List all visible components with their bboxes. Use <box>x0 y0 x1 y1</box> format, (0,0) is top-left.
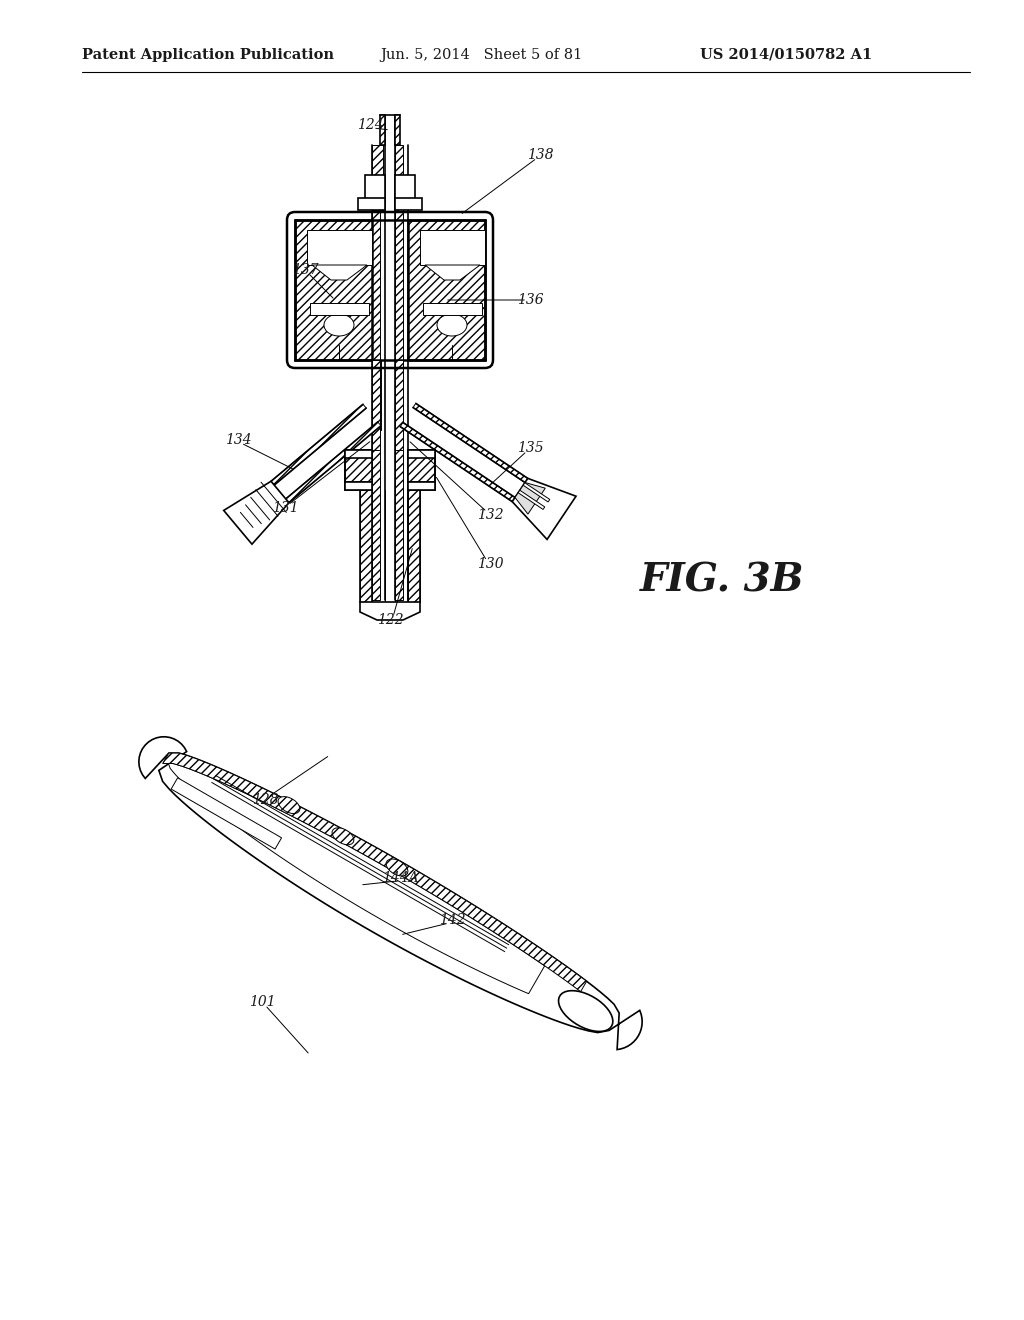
Text: 132: 132 <box>477 508 504 521</box>
Polygon shape <box>163 754 587 991</box>
Text: 135: 135 <box>517 441 544 455</box>
Polygon shape <box>372 360 381 430</box>
Text: Patent Application Publication: Patent Application Publication <box>82 48 334 62</box>
Bar <box>408 451 435 482</box>
Bar <box>395 115 400 145</box>
Bar <box>420 230 485 265</box>
Polygon shape <box>286 422 381 503</box>
Polygon shape <box>413 404 527 483</box>
Polygon shape <box>558 990 612 1031</box>
Text: 134: 134 <box>224 433 251 447</box>
Polygon shape <box>386 859 408 876</box>
Bar <box>372 360 380 450</box>
Bar <box>395 145 403 601</box>
Text: 101: 101 <box>249 995 275 1008</box>
Polygon shape <box>425 265 480 280</box>
Text: FIG. 3B: FIG. 3B <box>640 561 805 599</box>
Text: 144A: 144A <box>382 871 419 884</box>
Bar <box>395 198 422 210</box>
Text: 136: 136 <box>517 293 544 308</box>
Polygon shape <box>523 483 550 502</box>
Polygon shape <box>518 490 545 510</box>
Bar <box>358 198 385 210</box>
Bar <box>408 220 485 360</box>
Bar <box>307 230 372 265</box>
Bar <box>372 145 383 210</box>
Bar <box>408 450 435 458</box>
Bar <box>380 115 385 145</box>
Polygon shape <box>139 737 642 1049</box>
Text: 130: 130 <box>477 557 504 572</box>
Polygon shape <box>515 483 546 513</box>
Polygon shape <box>360 602 420 620</box>
Bar <box>345 451 372 482</box>
Text: US 2014/0150782 A1: US 2014/0150782 A1 <box>700 48 872 62</box>
Bar <box>310 304 369 315</box>
Polygon shape <box>312 265 367 280</box>
Bar <box>395 360 403 450</box>
Polygon shape <box>223 482 289 544</box>
Text: 128: 128 <box>252 793 279 807</box>
Polygon shape <box>271 404 367 484</box>
Text: 131: 131 <box>271 502 298 515</box>
Polygon shape <box>512 478 577 540</box>
Polygon shape <box>171 777 282 849</box>
Bar <box>295 220 372 360</box>
Bar <box>345 482 372 490</box>
Bar <box>395 176 415 205</box>
Text: 124: 124 <box>356 117 383 132</box>
Text: 122: 122 <box>377 612 403 627</box>
Polygon shape <box>163 758 545 994</box>
Bar <box>372 145 380 601</box>
Text: Jun. 5, 2014   Sheet 5 of 81: Jun. 5, 2014 Sheet 5 of 81 <box>380 48 583 62</box>
Bar <box>408 482 435 490</box>
Ellipse shape <box>437 314 467 337</box>
Text: 137: 137 <box>292 263 318 277</box>
Polygon shape <box>279 796 300 813</box>
Ellipse shape <box>324 314 354 337</box>
Bar <box>365 176 385 205</box>
Bar <box>360 490 372 602</box>
Polygon shape <box>400 422 515 502</box>
Text: 142: 142 <box>438 913 465 927</box>
Polygon shape <box>332 828 354 845</box>
Text: 138: 138 <box>526 148 553 162</box>
Bar <box>345 450 372 458</box>
Bar <box>408 490 420 602</box>
Bar <box>423 304 482 315</box>
